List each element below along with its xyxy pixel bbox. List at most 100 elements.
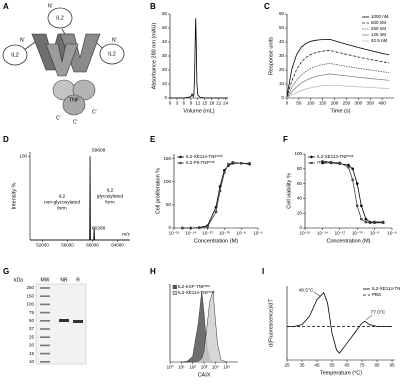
ladder-band <box>40 328 50 330</box>
ladder-label: 20 <box>29 343 35 348</box>
y-axis-title: d(Fluorescence)/dT <box>268 299 274 347</box>
y-axis-title: Response units <box>268 37 274 75</box>
data-point <box>382 221 385 225</box>
schematic: A TNF IL2 IL2 IL2 N' N' N' C' C' C' <box>2 2 125 125</box>
c-terminus: C' <box>92 109 97 115</box>
y-tick-label: 80 <box>297 166 303 171</box>
ladder-band <box>40 361 50 363</box>
data-point <box>240 162 243 165</box>
panel-letter: C <box>264 2 270 11</box>
data-point <box>329 160 333 164</box>
y-tick-label: 100 <box>163 179 171 184</box>
data-point <box>360 217 363 221</box>
series-line <box>286 63 390 99</box>
x-tick-label: 60000 <box>86 243 99 248</box>
annotation: form <box>57 205 67 211</box>
x-tick-label: 9 <box>190 101 193 106</box>
y-tick-label: 30 <box>279 53 285 58</box>
x-tick-label: 10⁻¹⁰ <box>352 231 363 236</box>
legend-label: IL2-XE114-TNFᵐᵘᵗ <box>178 290 214 295</box>
panel-letter: E <box>150 135 156 144</box>
x-tick-label: 64000 <box>111 243 124 248</box>
x-tick-label: 10⁰ <box>167 365 174 370</box>
y-tick-label: 40 <box>297 196 303 201</box>
chart-panel: C 0 50 100 150 200 250 300 350 400 0 10 20 30 40 50 60 Ti… <box>264 2 394 114</box>
annotation: m/z <box>122 231 130 237</box>
x-axis-title: Time (s) <box>331 108 351 114</box>
panel-letter: H <box>150 267 156 276</box>
protein-band <box>59 319 69 322</box>
x-tick-label: 18 <box>209 101 215 106</box>
x-tick-label: 21 <box>216 101 222 106</box>
n-terminus: N' <box>112 37 117 43</box>
data-point <box>248 162 251 165</box>
x-tick-label: 35 <box>299 363 305 368</box>
x-tick-label: 45 <box>314 363 320 368</box>
annotation: IL2 <box>59 193 66 199</box>
legend-marker <box>310 155 313 159</box>
x-axis-title: Temperature (°C) <box>320 370 362 376</box>
y-tick-label: 50 <box>162 25 168 30</box>
x-tick-label: 75 <box>359 363 365 368</box>
tnf-subunit <box>72 79 96 101</box>
legend-label: 250 nM <box>371 26 386 31</box>
legend-label: IL2-XE114-TNFᵐᵘᵗ <box>317 154 353 159</box>
data-point <box>373 221 376 225</box>
annotation: 59609 <box>92 147 106 153</box>
annotation: glycosylated <box>97 193 124 199</box>
x-tick-label: 55 <box>329 363 335 368</box>
data-point <box>227 162 230 166</box>
x-tick-label: 3 <box>176 101 179 106</box>
data-point <box>198 226 201 230</box>
il2-label: IL2 <box>108 51 116 57</box>
legend-label: IL2-KSF-TNFᵐᵘᵗ <box>178 284 210 289</box>
x-tick-label: 10⁻⁶ <box>387 231 396 236</box>
y-tick-label: 100 <box>294 151 302 156</box>
annotation-arrow <box>365 314 373 321</box>
ladder-band <box>40 295 50 297</box>
y-axis-title: Intensity % <box>11 182 17 209</box>
y-tick-label: 40 <box>279 39 285 44</box>
x-tick-label: 10⁻⁸ <box>370 231 379 236</box>
scfv-domain <box>59 33 101 73</box>
data-point <box>347 163 350 167</box>
protein-band <box>73 320 83 323</box>
legend-marker <box>179 155 182 159</box>
y-tick-label: 10 <box>162 81 168 86</box>
il2-domain <box>99 43 125 65</box>
y-tick-label: 150 <box>163 156 171 161</box>
series-line <box>286 73 390 99</box>
ladder-label: 25 <box>29 334 35 339</box>
y-tick-label: 20 <box>297 210 303 215</box>
n-terminus: N' <box>20 37 25 43</box>
n-terminus: N' <box>48 3 53 9</box>
data-point <box>218 189 222 193</box>
x-tick-label: 200 <box>331 101 339 106</box>
legend-marker <box>310 161 313 165</box>
x-tick-label: 10⁴ <box>212 365 219 370</box>
panel-letter: B <box>150 2 156 11</box>
x-tick-label: 15 <box>202 101 208 106</box>
annotation: non-glycosylated <box>44 199 80 205</box>
x-tick-label: 10¹ <box>178 365 185 370</box>
lane-label: NR <box>60 277 68 283</box>
il2-domain <box>2 44 28 66</box>
x-axis-title: CAIX <box>198 372 211 378</box>
x-tick-label: 10⁻¹⁰ <box>219 231 230 236</box>
ladder-label: 10 <box>29 359 35 364</box>
data-point <box>355 182 359 185</box>
y-tick-label: 10 <box>279 81 285 86</box>
series-line <box>286 49 390 99</box>
series-line <box>286 38 390 99</box>
data-point <box>360 204 363 208</box>
x-tick-label: 65 <box>344 363 350 368</box>
y-tick-label: 0 <box>164 95 167 100</box>
data-point <box>356 204 359 207</box>
annotation-arrow <box>313 291 321 297</box>
legend-label: 1000 nM <box>371 14 389 19</box>
data-point <box>214 210 218 214</box>
x-tick-label: 10⁻¹⁴ <box>185 231 196 236</box>
data-point <box>223 171 226 174</box>
data-point <box>189 226 192 230</box>
annotation: 49.5°C <box>299 287 314 293</box>
